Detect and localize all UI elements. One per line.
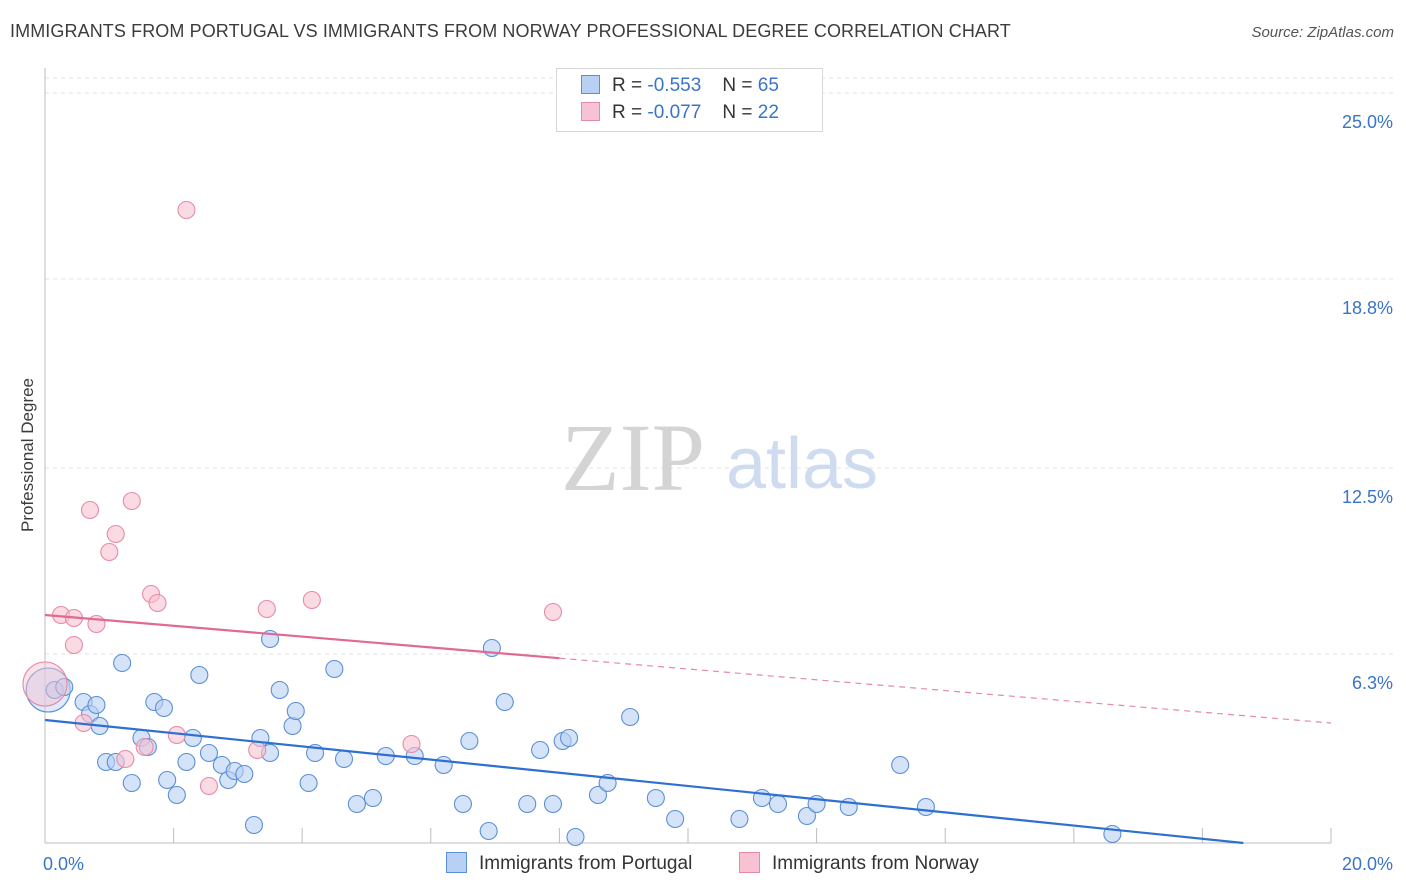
- bottom-legend-portugal: Immigrants from Portugal: [446, 852, 692, 875]
- legend-row-portugal: R = -0.553 N = 65: [581, 75, 779, 101]
- legend-r-label: R =: [612, 102, 643, 123]
- correlation-legend: R = -0.553 N = 65 R = -0.077 N = 22: [556, 68, 823, 132]
- blue-data-point: [543, 794, 563, 814]
- blue-data-point: [113, 653, 132, 673]
- chart-source: Source: ZipAtlas.com: [1251, 24, 1394, 41]
- blue-data-point: [154, 698, 174, 718]
- pink-data-point: [402, 734, 421, 754]
- blue-data-point: [916, 797, 935, 817]
- pink-data-point: [257, 599, 276, 619]
- bottom-legend-swatch-blue: [446, 852, 467, 873]
- legend-r-value: -0.553: [647, 75, 702, 96]
- y-tick-label: 12.5%: [1342, 487, 1393, 507]
- pink-data-point: [248, 740, 267, 760]
- blue-data-point: [190, 665, 209, 685]
- trend-lines: [44, 613, 1332, 845]
- blue-data-point: [460, 731, 479, 751]
- blue-data-point: [479, 821, 498, 841]
- bottom-legend-norway: Immigrants from Norway: [739, 852, 979, 875]
- watermark-atlas: atlas: [726, 424, 878, 504]
- blue-data-point: [199, 743, 219, 763]
- legend-swatch-pink: [581, 102, 600, 121]
- pink-data-point: [100, 542, 119, 562]
- blue-data-point: [158, 770, 177, 790]
- blue-data-point: [666, 809, 685, 829]
- axes: [44, 68, 1332, 844]
- legend-r-value: -0.077: [647, 102, 702, 123]
- blue-data-point: [283, 716, 302, 736]
- blue-data-point: [325, 659, 344, 679]
- pink-data-point: [148, 593, 167, 613]
- pink-data-point: [80, 500, 100, 520]
- blue-data-point: [244, 815, 264, 835]
- legend-swatch-blue: [581, 75, 600, 94]
- y-tick-label: 25.0%: [1342, 112, 1393, 132]
- pink-data-point: [302, 590, 321, 610]
- blue-data-point: [347, 794, 366, 814]
- blue-data-point: [286, 701, 305, 721]
- blue-data-point: [588, 785, 608, 805]
- pink-data-point: [22, 661, 68, 707]
- blue-data-point: [797, 806, 817, 826]
- pink-data-point: [177, 200, 196, 220]
- blue-data-point: [730, 809, 749, 829]
- blue-data-point: [453, 794, 473, 814]
- y-tick-label: 18.8%: [1342, 298, 1393, 318]
- legend-n-value: 65: [757, 75, 779, 96]
- blue-data-point: [87, 695, 106, 715]
- blue-data-point: [621, 707, 640, 727]
- watermark-zip: ZIP: [561, 404, 705, 511]
- blue-data-point: [891, 755, 910, 775]
- bottom-legend-label: Immigrants from Portugal: [479, 853, 693, 874]
- pink-data-point: [199, 776, 219, 796]
- trend-line-portugal: [44, 718, 1244, 845]
- pink-data-point: [543, 602, 563, 622]
- pink-data-point: [64, 635, 83, 655]
- blue-data-point: [167, 785, 186, 805]
- gridlines: [45, 77, 1393, 655]
- x-tick-label: 20.0%: [1342, 854, 1393, 874]
- trend-line-norway-extension: [559, 657, 1332, 724]
- chart-title: IMMIGRANTS FROM PORTUGAL VS IMMIGRANTS F…: [10, 21, 1011, 41]
- blue-data-point: [531, 740, 550, 760]
- legend-n-value: 22: [757, 102, 779, 123]
- blue-data-point: [122, 773, 141, 793]
- blue-data-point: [183, 728, 202, 748]
- blue-data-point: [518, 794, 537, 814]
- blue-data-point: [270, 680, 289, 700]
- bottom-legend-label: Immigrants from Norway: [772, 853, 979, 874]
- legend-row-norway: R = -0.077 N = 22: [581, 102, 779, 128]
- pink-data-point: [122, 491, 141, 511]
- blue-data-point: [646, 788, 665, 808]
- blue-data-point: [235, 764, 254, 784]
- pink-data-point: [106, 524, 125, 544]
- legend-n-label: N =: [722, 102, 753, 123]
- tick-labels: 6.3% 12.5% 18.8% 25.0% 0.0% 20.0%: [43, 112, 1393, 874]
- blue-data-point: [177, 752, 196, 772]
- blue-data-point: [559, 728, 579, 748]
- pink-data-point: [135, 737, 154, 757]
- trend-line-norway: [44, 613, 560, 660]
- data-points: [22, 200, 1122, 847]
- blue-data-point: [495, 692, 514, 712]
- blue-data-point: [566, 827, 585, 847]
- blue-data-point: [334, 749, 354, 769]
- bottom-legend-swatch-pink: [739, 852, 760, 873]
- y-tick-label: 6.3%: [1352, 673, 1393, 693]
- legend-n-label: N =: [722, 75, 753, 96]
- blue-data-point: [434, 755, 453, 775]
- x-tick-label: 0.0%: [43, 854, 84, 874]
- blue-data-point: [299, 773, 318, 793]
- blue-data-point: [363, 788, 382, 808]
- legend-r-label: R =: [612, 75, 643, 96]
- pink-data-point: [116, 749, 135, 769]
- blue-data-point: [768, 794, 788, 814]
